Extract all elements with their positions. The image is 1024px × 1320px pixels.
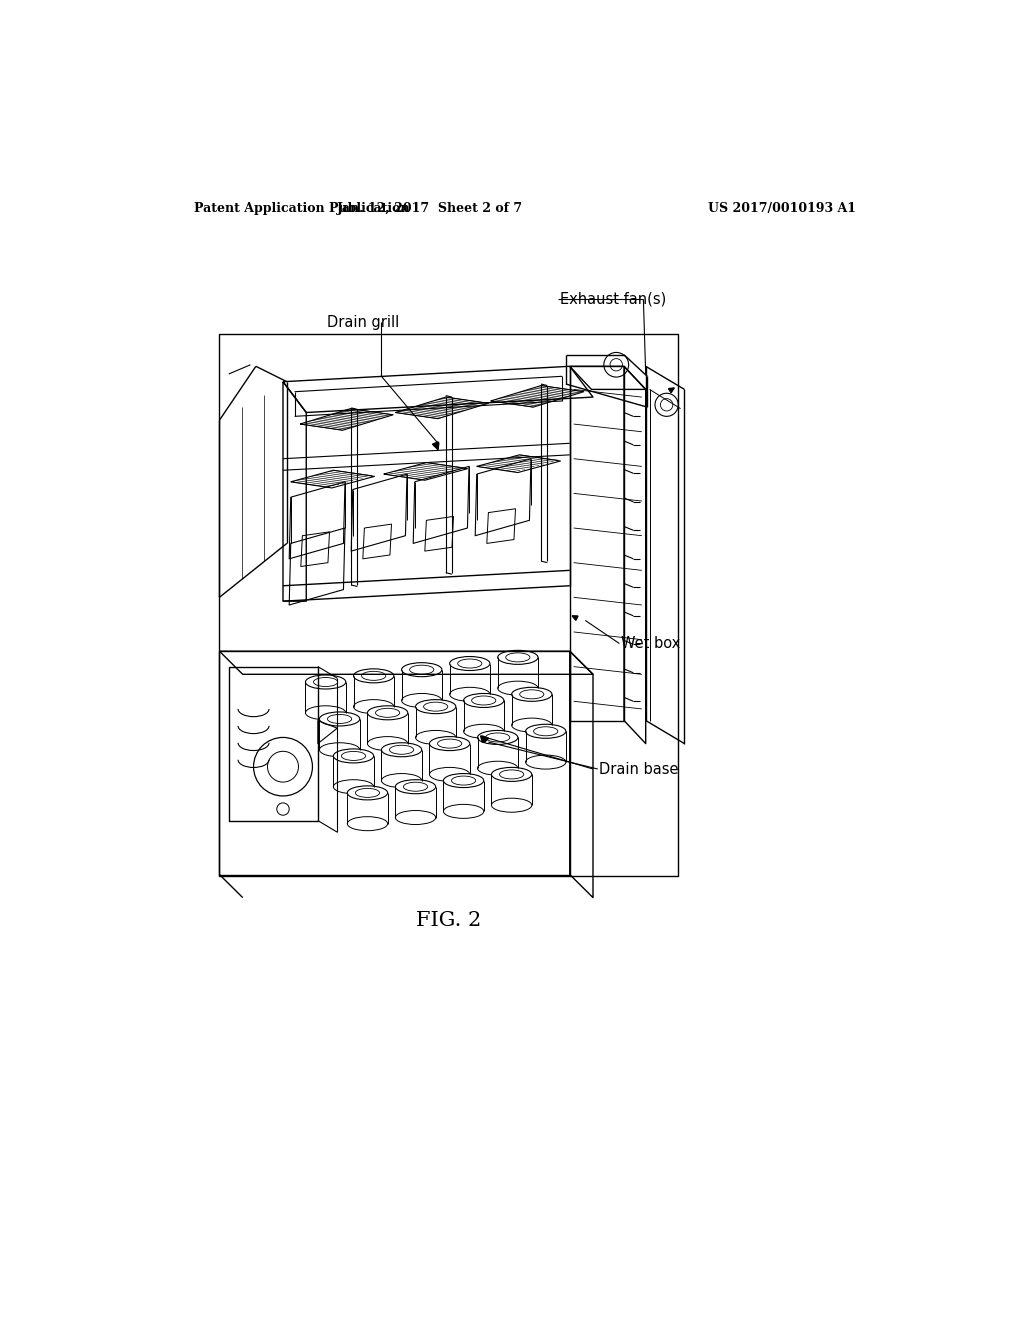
Ellipse shape <box>492 767 531 781</box>
Text: Wet box: Wet box <box>621 636 680 651</box>
Ellipse shape <box>450 656 489 671</box>
Text: US 2017/0010193 A1: US 2017/0010193 A1 <box>709 202 856 215</box>
Text: FIG. 2: FIG. 2 <box>416 911 481 931</box>
Polygon shape <box>480 737 486 742</box>
Ellipse shape <box>347 785 388 800</box>
Ellipse shape <box>381 743 422 756</box>
Ellipse shape <box>464 693 504 708</box>
Polygon shape <box>572 615 578 620</box>
Ellipse shape <box>353 669 394 682</box>
Text: Jan. 12, 2017  Sheet 2 of 7: Jan. 12, 2017 Sheet 2 of 7 <box>337 202 523 215</box>
Ellipse shape <box>525 725 566 738</box>
Text: Drain grill: Drain grill <box>328 315 399 330</box>
Ellipse shape <box>305 675 346 689</box>
Ellipse shape <box>512 688 552 701</box>
Text: Drain base: Drain base <box>599 762 679 776</box>
Ellipse shape <box>334 748 374 763</box>
Ellipse shape <box>319 711 359 726</box>
Ellipse shape <box>429 737 470 751</box>
Text: Patent Application Publication: Patent Application Publication <box>194 202 410 215</box>
Ellipse shape <box>395 780 435 793</box>
Polygon shape <box>669 388 675 393</box>
Ellipse shape <box>368 706 408 719</box>
Polygon shape <box>482 737 488 742</box>
Polygon shape <box>433 442 439 449</box>
Ellipse shape <box>416 700 456 714</box>
Ellipse shape <box>498 651 538 664</box>
Ellipse shape <box>477 730 518 744</box>
Ellipse shape <box>401 663 442 677</box>
Text: Exhaust fan(s): Exhaust fan(s) <box>560 292 667 306</box>
Polygon shape <box>432 442 438 449</box>
Ellipse shape <box>443 774 483 788</box>
